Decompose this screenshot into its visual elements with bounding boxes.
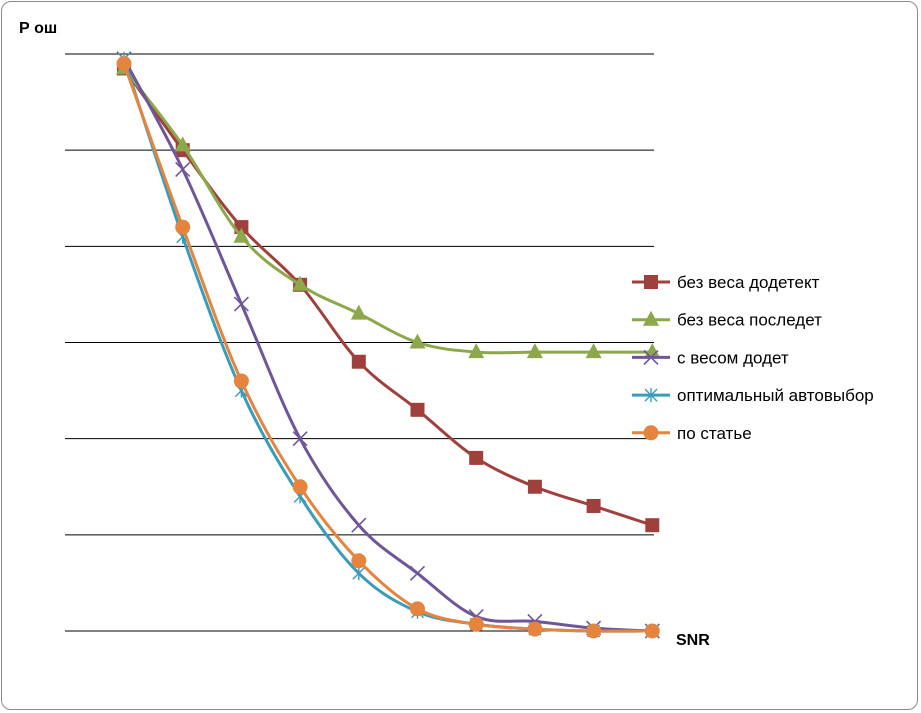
legend-item: по статье: [632, 424, 752, 443]
x-marker: [175, 161, 191, 177]
square-marker: [351, 354, 366, 369]
triangle-marker: [292, 275, 309, 291]
circle-marker: [175, 219, 191, 235]
legend-label: без веса последет: [677, 311, 822, 330]
gridlines: [65, 53, 654, 632]
series-5: [116, 56, 660, 639]
legend-label: с весом додет: [677, 348, 789, 367]
x-marker: [292, 431, 308, 447]
circle-marker: [644, 623, 660, 639]
square-marker: [644, 275, 658, 289]
x-marker: [409, 565, 426, 581]
circle-marker: [468, 616, 484, 632]
y-axis-label: Р ош: [19, 20, 57, 37]
x-marker: [643, 349, 659, 365]
triangle-marker: [585, 343, 602, 359]
series-line: [122, 67, 653, 355]
x-axis-label: SNR: [676, 632, 710, 649]
circle-marker: [643, 425, 659, 441]
triangle-marker: [409, 333, 426, 349]
square-marker: [410, 402, 425, 417]
series-layer: [116, 51, 661, 639]
legend: без веса додетект без веса последет с весо…: [632, 273, 874, 443]
triangle-marker: [526, 343, 543, 359]
circle-marker: [292, 479, 308, 495]
asterisk-marker: [644, 388, 658, 403]
series-1: [117, 61, 660, 533]
circle-marker: [116, 56, 132, 72]
series-line: [122, 58, 653, 633]
square-marker: [527, 479, 542, 494]
square-marker: [645, 518, 660, 533]
square-marker: [469, 450, 484, 465]
series-line: [122, 58, 653, 633]
legend-item: без веса последет: [632, 310, 822, 330]
legend-item: оптимальный автовыбор: [632, 386, 874, 405]
legend-label: без веса додетект: [677, 273, 820, 292]
triangle-marker: [233, 227, 250, 243]
triangle-marker: [643, 310, 659, 326]
series-line: [122, 63, 653, 633]
triangle-marker: [174, 136, 191, 152]
x-marker: [351, 517, 367, 533]
legend-item: с весом додет: [632, 348, 789, 367]
series-3: [116, 51, 660, 639]
legend-label: по статье: [677, 424, 752, 443]
circle-marker: [351, 553, 367, 569]
x-marker: [233, 296, 249, 312]
circle-marker: [410, 601, 425, 617]
series-4: [117, 51, 659, 638]
square-marker: [586, 498, 601, 513]
legend-item: без веса додетект: [632, 273, 820, 292]
circle-marker: [527, 621, 543, 637]
legend-label: оптимальный автовыбор: [677, 386, 874, 405]
series-2: [116, 59, 661, 359]
triangle-marker: [350, 304, 367, 320]
circle-marker: [586, 623, 602, 639]
circle-marker: [233, 373, 249, 389]
triangle-marker: [468, 343, 485, 359]
asterisk-marker: [352, 566, 366, 581]
